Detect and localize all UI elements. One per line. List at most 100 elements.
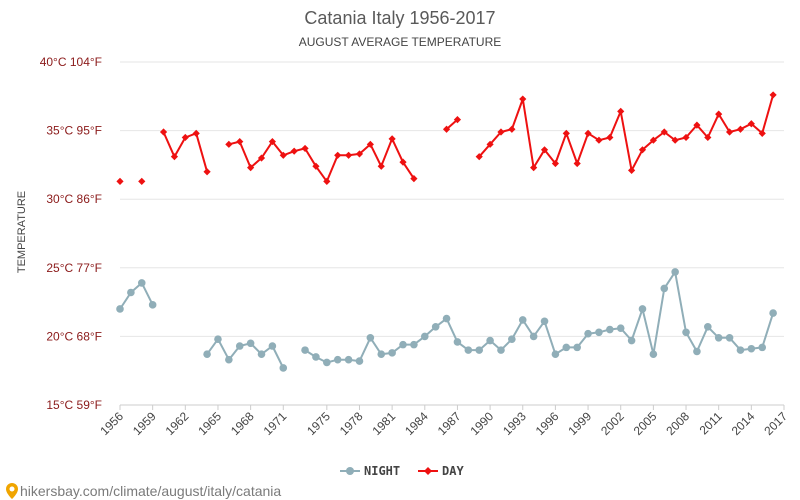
data-point[interactable] bbox=[334, 151, 342, 159]
data-point[interactable] bbox=[682, 133, 690, 142]
data-point[interactable] bbox=[518, 316, 527, 324]
data-point[interactable] bbox=[682, 328, 690, 337]
data-point[interactable] bbox=[453, 338, 462, 346]
data-point[interactable] bbox=[464, 346, 473, 354]
data-point[interactable] bbox=[660, 128, 668, 136]
data-point[interactable] bbox=[540, 146, 549, 154]
data-point[interactable] bbox=[638, 146, 647, 154]
data-point[interactable] bbox=[268, 342, 277, 350]
data-point[interactable] bbox=[279, 151, 287, 159]
data-point[interactable] bbox=[595, 328, 603, 337]
data-point[interactable] bbox=[573, 343, 581, 352]
data-point[interactable] bbox=[693, 121, 701, 129]
data-point[interactable] bbox=[704, 322, 712, 331]
data-point[interactable] bbox=[442, 125, 451, 133]
data-point[interactable] bbox=[562, 129, 570, 137]
data-point[interactable] bbox=[138, 177, 146, 185]
data-point[interactable] bbox=[628, 166, 636, 174]
data-point[interactable] bbox=[508, 125, 516, 133]
data-point[interactable] bbox=[399, 158, 407, 166]
data-point[interactable] bbox=[246, 339, 255, 348]
data-point[interactable] bbox=[312, 162, 320, 170]
data-point[interactable] bbox=[715, 110, 723, 118]
data-point[interactable] bbox=[747, 344, 756, 353]
data-point[interactable] bbox=[181, 133, 189, 142]
data-point[interactable] bbox=[203, 168, 211, 176]
data-point[interactable] bbox=[714, 333, 723, 342]
data-point[interactable] bbox=[758, 343, 767, 352]
footer[interactable]: hikersbay.com/climate/august/italy/catan… bbox=[6, 483, 281, 499]
data-point[interactable] bbox=[137, 279, 146, 287]
data-point[interactable] bbox=[508, 335, 516, 343]
data-point[interactable] bbox=[671, 136, 679, 144]
data-point[interactable] bbox=[225, 355, 233, 364]
data-point[interactable] bbox=[649, 136, 657, 144]
data-point[interactable] bbox=[355, 357, 364, 365]
data-point[interactable] bbox=[127, 288, 135, 297]
data-point[interactable] bbox=[475, 153, 483, 161]
data-point[interactable] bbox=[399, 340, 407, 349]
data-point[interactable] bbox=[410, 340, 418, 349]
data-point[interactable] bbox=[497, 346, 505, 354]
data-point[interactable] bbox=[388, 349, 396, 357]
data-point[interactable] bbox=[323, 177, 331, 185]
data-point[interactable] bbox=[431, 322, 440, 331]
data-point[interactable] bbox=[312, 353, 320, 361]
data-point[interactable] bbox=[116, 305, 124, 313]
data-point[interactable] bbox=[235, 342, 244, 350]
data-point[interactable] bbox=[247, 164, 255, 172]
data-point[interactable] bbox=[257, 154, 266, 162]
data-point[interactable] bbox=[540, 317, 549, 326]
data-point[interactable] bbox=[736, 346, 745, 354]
data-point[interactable] bbox=[366, 333, 375, 342]
data-point[interactable] bbox=[616, 324, 625, 332]
data-point[interactable] bbox=[377, 350, 386, 359]
data-point[interactable] bbox=[497, 128, 505, 136]
data-point[interactable] bbox=[573, 159, 581, 168]
data-point[interactable] bbox=[355, 150, 364, 158]
data-point[interactable] bbox=[344, 151, 353, 159]
data-point[interactable] bbox=[442, 314, 451, 323]
data-point[interactable] bbox=[530, 164, 538, 172]
data-point[interactable] bbox=[116, 177, 124, 185]
data-point[interactable] bbox=[638, 305, 647, 313]
data-point[interactable] bbox=[617, 107, 625, 115]
legend[interactable]: NIGHT DAY bbox=[340, 464, 464, 478]
data-point[interactable] bbox=[268, 137, 276, 146]
data-point[interactable] bbox=[747, 120, 755, 128]
data-point[interactable] bbox=[769, 309, 777, 317]
legend-item-night[interactable]: NIGHT bbox=[340, 464, 400, 478]
footer-link[interactable]: hikersbay.com/climate/august/italy/catan… bbox=[20, 483, 281, 499]
data-point[interactable] bbox=[301, 144, 309, 153]
data-point[interactable] bbox=[290, 147, 298, 155]
data-point[interactable] bbox=[377, 162, 385, 170]
data-point[interactable] bbox=[192, 129, 200, 137]
data-point[interactable] bbox=[279, 364, 288, 372]
data-point[interactable] bbox=[693, 347, 701, 356]
data-point[interactable] bbox=[606, 133, 614, 142]
data-point[interactable] bbox=[584, 129, 592, 137]
data-point[interactable] bbox=[551, 350, 560, 359]
data-point[interactable] bbox=[529, 332, 538, 341]
data-point[interactable] bbox=[236, 137, 244, 146]
data-point[interactable] bbox=[203, 350, 211, 359]
data-point[interactable] bbox=[366, 140, 374, 148]
data-point[interactable] bbox=[660, 284, 669, 293]
data-point[interactable] bbox=[769, 91, 777, 99]
legend-item-day[interactable]: DAY bbox=[418, 464, 464, 478]
data-point[interactable] bbox=[649, 350, 658, 359]
data-point[interactable] bbox=[584, 329, 592, 338]
data-point[interactable] bbox=[725, 128, 734, 136]
data-point[interactable] bbox=[170, 153, 179, 161]
data-point[interactable] bbox=[475, 346, 484, 354]
data-point[interactable] bbox=[606, 325, 614, 334]
data-point[interactable] bbox=[551, 159, 560, 168]
data-point[interactable] bbox=[671, 268, 679, 276]
data-point[interactable] bbox=[453, 116, 462, 124]
data-point[interactable] bbox=[333, 355, 342, 364]
data-point[interactable] bbox=[344, 355, 353, 364]
data-point[interactable] bbox=[704, 133, 712, 142]
data-point[interactable] bbox=[420, 332, 429, 341]
data-point[interactable] bbox=[562, 343, 571, 352]
data-point[interactable] bbox=[225, 140, 233, 148]
